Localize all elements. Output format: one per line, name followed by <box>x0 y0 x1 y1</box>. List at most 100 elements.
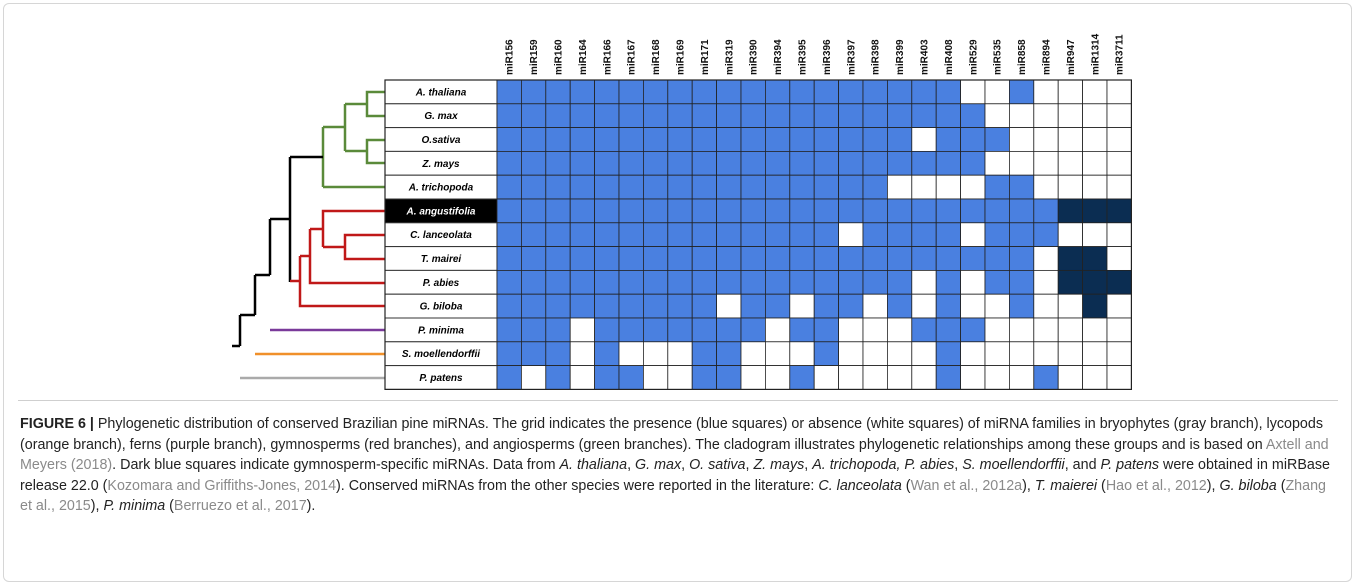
caption-text: ), <box>90 498 104 514</box>
grid-cell <box>716 293 742 319</box>
grid-cell <box>1033 365 1059 390</box>
grid-cell <box>740 103 766 129</box>
grid-cell <box>618 293 644 319</box>
grid-cell <box>1106 293 1132 319</box>
grid-cell <box>765 198 791 224</box>
caption-text: , <box>745 457 754 473</box>
grid-cell <box>911 79 937 105</box>
species-label: O.sativa <box>422 135 461 146</box>
column-label: miR394 <box>773 39 784 75</box>
grid-cell <box>1033 293 1059 319</box>
species-label: C. lanceolata <box>410 230 472 241</box>
caption-link[interactable]: Wan et al., 2012a <box>910 477 1023 494</box>
grid-cell <box>813 269 840 295</box>
grid-cell <box>1082 293 1108 319</box>
grid-cell <box>496 293 522 319</box>
grid-cell <box>960 150 986 176</box>
grid-cell <box>691 103 718 129</box>
grid-cell <box>1057 127 1083 152</box>
caption-link[interactable]: Zhang et al., 2015 <box>20 477 1326 515</box>
grid-cell <box>545 341 571 366</box>
caption-link[interactable]: Berruezo et al., 2017 <box>173 498 307 514</box>
cladogram <box>232 90 385 380</box>
grid-cell <box>691 127 718 152</box>
grid-cell <box>960 269 986 295</box>
grid-cell <box>887 174 913 200</box>
grid-cell <box>984 317 1010 343</box>
grid-cell <box>594 198 620 224</box>
grid-cell <box>691 198 718 224</box>
grid-cell <box>594 269 620 295</box>
grid-cell <box>1033 222 1059 248</box>
caption-link[interactable]: Hao et al., 2012 <box>1105 477 1207 494</box>
grid-cell <box>521 222 547 248</box>
grid-cell <box>1009 246 1035 271</box>
grid-cell <box>691 222 718 248</box>
grid-cell <box>569 365 596 390</box>
grid-cell <box>643 174 669 200</box>
grid-cell <box>1009 293 1035 319</box>
grid-cell <box>1033 79 1059 105</box>
grid-cell <box>789 150 815 176</box>
grid-cell <box>1082 79 1108 105</box>
grid-cell <box>862 79 888 105</box>
species-label: A. thaliana <box>415 87 467 98</box>
grid-cell <box>838 246 864 271</box>
grid-cell <box>667 341 693 366</box>
column-label: miR169 <box>676 39 687 75</box>
grid-cell <box>618 198 644 224</box>
grid-cell <box>521 365 547 390</box>
grid-cell <box>496 317 522 343</box>
grid-cell <box>569 127 596 152</box>
grid-cell <box>911 198 937 224</box>
grid-cell <box>838 365 864 390</box>
grid-cell <box>960 103 986 129</box>
backbone <box>232 217 290 348</box>
species-label: A. trichopoda <box>408 183 474 194</box>
grid-cell <box>545 198 571 224</box>
grid-cell <box>984 150 1010 176</box>
grid-cell <box>1009 198 1035 224</box>
column-label: miR1314 <box>1090 33 1101 75</box>
grid-cell <box>813 79 840 105</box>
grid-cell <box>594 365 620 390</box>
grid-cell <box>569 174 596 200</box>
column-label: miR397 <box>846 39 857 75</box>
grid-cell <box>887 317 913 343</box>
grid-cell <box>740 317 766 343</box>
column-label: miR403 <box>920 39 931 75</box>
grid-cell <box>765 246 791 271</box>
grid-cell <box>813 150 840 176</box>
grid-cell <box>643 127 669 152</box>
grid-cell <box>1009 150 1035 176</box>
grid-cell <box>594 174 620 200</box>
grid-cell <box>496 341 522 366</box>
grid-cell <box>716 127 742 152</box>
grid-cell <box>618 317 644 343</box>
grid-cell <box>1009 222 1035 248</box>
grid-cell <box>935 222 962 248</box>
caption-italic: P. minima <box>103 498 166 514</box>
grid-cell <box>862 365 888 390</box>
grid-cell <box>569 341 596 366</box>
caption-link[interactable]: Axtell and Meyers (2018) <box>20 436 1329 474</box>
grid-cell <box>984 293 1010 319</box>
grid-cell <box>887 79 913 105</box>
grid-cell <box>1057 222 1083 248</box>
grid-cell <box>521 150 547 176</box>
grid-cell <box>667 198 693 224</box>
grid-cell <box>765 150 791 176</box>
grid-cell <box>935 198 962 224</box>
grid-cell <box>496 174 522 200</box>
grid-cell <box>862 269 888 295</box>
grid-cell <box>1033 103 1059 129</box>
grid-cell <box>862 317 888 343</box>
grid-cell <box>569 222 596 248</box>
grid-cell <box>1033 246 1059 271</box>
grid-cell <box>1009 174 1035 200</box>
grid-cell <box>569 317 596 343</box>
grid-cell <box>789 365 815 390</box>
caption-link[interactable]: Kozomara and Griffiths-Jones, 2014 <box>107 477 337 494</box>
caption-text: , <box>627 457 636 473</box>
grid-cell <box>813 293 840 319</box>
